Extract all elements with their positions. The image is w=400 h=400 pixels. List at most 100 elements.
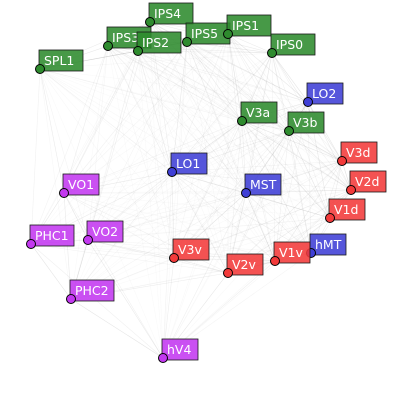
edge-ips3-v2v <box>107 45 229 274</box>
node-dot <box>223 268 233 278</box>
edge-lo1-v2v <box>171 171 229 274</box>
node-v2v[interactable]: V2v <box>223 253 264 278</box>
edge-spl1-v1v <box>39 68 276 262</box>
edge-ips3-phc2 <box>70 45 109 300</box>
node-label: V3b <box>293 115 318 130</box>
edge-v3b-v1d <box>288 130 331 219</box>
node-phc2[interactable]: PHC2 <box>66 279 115 304</box>
node-v1v[interactable]: V1v <box>270 241 311 266</box>
edge-ips2-vo2 <box>87 50 139 241</box>
edge-ips2-phc1 <box>30 50 139 245</box>
node-v3d[interactable]: V3d <box>337 141 378 166</box>
node-ips5[interactable]: IPS5 <box>182 22 231 47</box>
node-label-box <box>86 220 124 243</box>
edge-v2d-phc1 <box>30 189 352 245</box>
edge-v1d-hv4 <box>162 217 331 359</box>
edge-hmt-phc1 <box>30 243 312 254</box>
node-phc1[interactable]: PHC1 <box>26 224 75 249</box>
edge-ips2-hmt <box>137 50 312 254</box>
edge-ips5-hv4 <box>162 41 188 359</box>
node-hmt[interactable]: hMT <box>306 233 347 258</box>
node-label-box <box>270 33 316 56</box>
node-label-box <box>306 82 344 105</box>
node-hv4[interactable]: hV4 <box>158 338 199 363</box>
node-dot <box>145 17 155 27</box>
node-label-box <box>161 338 199 361</box>
edge-ips5-lo2 <box>186 41 309 103</box>
node-label: LO1 <box>176 156 200 171</box>
edge-ips5-v1v <box>186 41 276 262</box>
edge-ips5-phc1 <box>30 41 188 245</box>
node-label: V2v <box>232 257 257 272</box>
edge-ips1-v3b <box>227 33 290 132</box>
node-label: hMT <box>315 237 342 252</box>
node-v2d[interactable]: V2d <box>346 170 387 195</box>
node-ips2[interactable]: IPS2 <box>133 31 182 56</box>
node-mst[interactable]: MST <box>241 173 282 198</box>
node-label-box <box>226 14 272 37</box>
edge-spl1-vo2 <box>39 68 89 241</box>
node-label-box <box>226 253 264 276</box>
node-label: PHC1 <box>35 228 69 243</box>
edge-ips5-v3d <box>186 41 343 162</box>
edge-ips3-v3a <box>107 45 243 122</box>
node-vo1[interactable]: VO1 <box>59 173 100 198</box>
node-v3v[interactable]: V3v <box>169 238 210 263</box>
node-label-box <box>240 101 278 124</box>
node-label-box <box>172 238 210 261</box>
edge-ips5-v2v <box>186 41 229 274</box>
node-ips0[interactable]: IPS0 <box>267 33 316 58</box>
node-label: V2d <box>355 174 379 189</box>
node-label-box <box>62 173 100 196</box>
edge-layer <box>30 21 352 359</box>
edge-lo1-mst <box>171 171 247 194</box>
edge-ips1-hmt <box>227 33 312 254</box>
edge-ips2-vo1 <box>63 50 139 194</box>
edge-hmt-vo1 <box>63 192 312 254</box>
node-v3a[interactable]: V3a <box>237 101 278 126</box>
node-label: V1d <box>334 202 358 217</box>
edge-ips4-phc1 <box>30 21 151 245</box>
edge-ips0-v1d <box>271 52 331 219</box>
edge-spl1-vo1 <box>39 68 65 194</box>
node-spl1[interactable]: SPL1 <box>35 49 84 74</box>
edge-ips5-v1d <box>186 41 331 219</box>
edge-ips0-v2v <box>227 52 273 274</box>
edge-ips3-vo2 <box>87 45 109 241</box>
node-ips1[interactable]: IPS1 <box>223 14 272 39</box>
node-ips4[interactable]: IPS4 <box>145 2 194 27</box>
edge-spl1-v3v <box>39 68 175 259</box>
edge-spl1-v1d <box>39 68 331 219</box>
node-label-box <box>170 152 208 175</box>
node-dot <box>237 116 247 126</box>
edge-ips0-hmt <box>271 52 312 254</box>
node-dot <box>158 353 168 363</box>
edge-v3b-v2d <box>288 130 352 191</box>
node-label: LO2 <box>312 86 336 101</box>
node-label: VO1 <box>68 177 94 192</box>
edge-ips3-v3v <box>107 45 175 259</box>
edge-ips2-lo1 <box>137 50 173 173</box>
node-v3b[interactable]: V3b <box>284 111 325 136</box>
node-label-box <box>38 49 84 72</box>
node-dot <box>270 256 280 266</box>
edge-ips3-lo2 <box>107 45 309 103</box>
edge-ips5-mst <box>186 41 247 194</box>
node-dot <box>241 188 251 198</box>
edge-lo1-v1v <box>171 171 276 262</box>
node-lo1[interactable]: LO1 <box>167 152 208 177</box>
node-v1d[interactable]: V1d <box>325 198 366 223</box>
node-vo2[interactable]: VO2 <box>83 220 124 245</box>
edge-ips3-hv4 <box>107 45 164 359</box>
edge-ips3-v1d <box>107 45 331 219</box>
node-label: IPS1 <box>232 18 259 33</box>
node-label: V3d <box>346 145 370 160</box>
edge-ips4-v3v <box>149 21 175 259</box>
edge-v3b-v3d <box>288 130 343 162</box>
node-lo2[interactable]: LO2 <box>303 82 344 107</box>
node-label: MST <box>250 177 277 192</box>
edge-spl1-phc1 <box>30 68 41 245</box>
node-dot <box>66 294 76 304</box>
edge-ips0-lo1 <box>171 52 273 173</box>
edge-ips2-v3a <box>137 50 243 122</box>
